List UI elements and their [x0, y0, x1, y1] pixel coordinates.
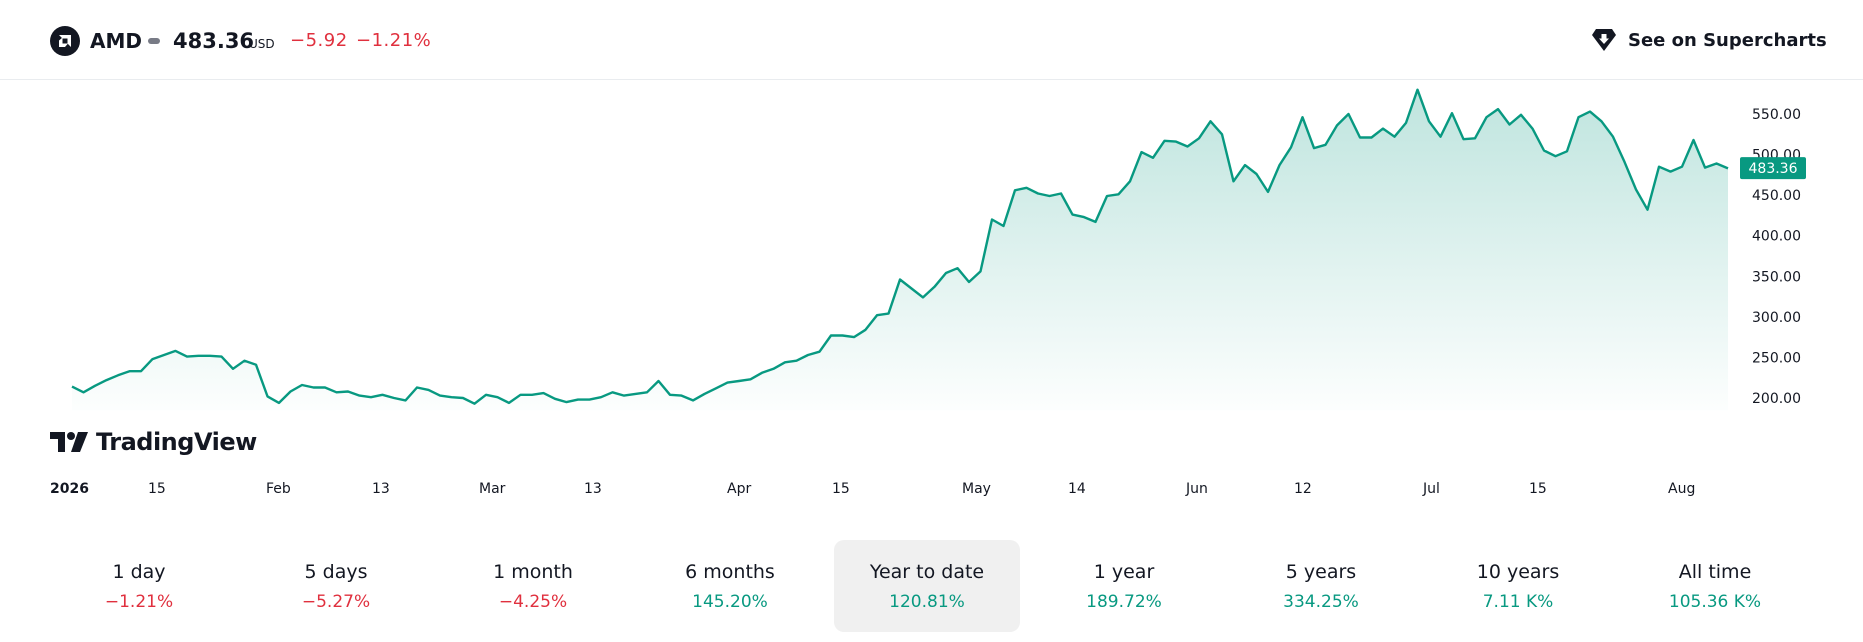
- x-tick-label: 12: [1294, 481, 1312, 497]
- period-change: 7.11 K%: [1482, 592, 1554, 612]
- symbol-ticker[interactable]: AMD: [90, 29, 142, 53]
- price-change: −5.92: [290, 30, 348, 51]
- y-tick-label: 250.00: [1752, 350, 1801, 366]
- x-tick-label: 14: [1068, 481, 1086, 497]
- period-label: 10 years: [1476, 561, 1560, 583]
- x-tick-label: Jul: [1422, 481, 1440, 497]
- price-change-percent: −1.21%: [356, 30, 432, 51]
- supercharts-label: See on Supercharts: [1628, 29, 1827, 51]
- y-tick-label: 200.00: [1752, 391, 1801, 407]
- period-label: 5 days: [304, 561, 368, 583]
- x-tick-label: 15: [148, 481, 166, 497]
- symbol-header: AMD 483.36 USD −5.92 −1.21% See on Super…: [0, 0, 1863, 80]
- y-tick-label: 350.00: [1752, 269, 1801, 285]
- x-tick-label: Apr: [727, 481, 751, 497]
- period-change: 145.20%: [692, 592, 768, 612]
- period-change: 120.81%: [889, 592, 965, 612]
- x-tick-label: Feb: [266, 481, 291, 497]
- period-button-all-time[interactable]: All time 105.36 K%: [1622, 540, 1808, 632]
- x-tick-label: 15: [832, 481, 850, 497]
- x-tick-label: 13: [372, 481, 390, 497]
- y-tick-label: 450.00: [1752, 188, 1801, 204]
- period-change: 105.36 K%: [1668, 592, 1762, 612]
- period-label: 1 month: [493, 561, 573, 583]
- period-change: −5.27%: [301, 592, 371, 612]
- period-button-6-months[interactable]: 6 months 145.20%: [637, 540, 823, 632]
- tradingview-watermark: TradingView: [50, 428, 257, 456]
- watermark-text: TradingView: [96, 428, 257, 456]
- y-tick-label: 300.00: [1752, 310, 1801, 326]
- period-label: 6 months: [685, 561, 775, 583]
- period-change: 189.72%: [1086, 592, 1162, 612]
- price-currency: USD: [249, 37, 275, 51]
- period-label: 1 year: [1093, 561, 1155, 583]
- period-label: Year to date: [869, 561, 985, 583]
- price-area-fill: [72, 89, 1728, 411]
- x-tick-label: 13: [584, 481, 602, 497]
- period-button-5-days[interactable]: 5 days −5.27%: [243, 540, 429, 632]
- period-change: 334.25%: [1283, 592, 1359, 612]
- period-label: 5 years: [1285, 561, 1357, 583]
- y-tick-label: 550.00: [1752, 107, 1801, 123]
- supercharts-icon: [1592, 29, 1616, 51]
- x-tick-label: Jun: [1185, 481, 1208, 497]
- market-status-dot: [148, 38, 160, 44]
- x-tick-label: 2026: [50, 481, 89, 497]
- x-tick-label: 15: [1529, 481, 1547, 497]
- tradingview-logo-icon: [50, 432, 88, 452]
- x-tick-label: Aug: [1668, 481, 1695, 497]
- period-label: 1 day: [112, 561, 166, 583]
- last-price: 483.36: [173, 29, 255, 53]
- period-button-10-years[interactable]: 10 years 7.11 K%: [1425, 540, 1611, 632]
- last-price-tag-bg: [1740, 157, 1806, 180]
- period-change: −4.25%: [498, 592, 568, 612]
- period-label: All time: [1678, 561, 1752, 583]
- amd-logo-icon: [50, 26, 80, 56]
- performance-periods: 1 day −1.21% 5 days −5.27% 1 month −4.25% 6 mo…: [46, 540, 1836, 632]
- period-button-year-to-date[interactable]: Year to date 120.81%: [834, 540, 1020, 632]
- price-line: [71, 88, 1729, 405]
- y-tick-label: 400.00: [1752, 229, 1801, 245]
- x-tick-label: May: [962, 481, 991, 497]
- see-on-supercharts-link[interactable]: See on Supercharts: [1590, 22, 1827, 58]
- period-button-1-day[interactable]: 1 day −1.21%: [46, 540, 232, 632]
- period-button-5-years[interactable]: 5 years 334.25%: [1228, 540, 1414, 632]
- last-price-tag-label: 483.36: [1749, 161, 1798, 177]
- period-button-1-year[interactable]: 1 year 189.72%: [1031, 540, 1217, 632]
- price-chart[interactable]: 550.00500.00450.00400.00350.00300.00250.…: [0, 80, 1863, 520]
- x-tick-label: Mar: [479, 481, 506, 497]
- period-button-1-month[interactable]: 1 month −4.25%: [440, 540, 626, 632]
- period-change: −1.21%: [104, 592, 174, 612]
